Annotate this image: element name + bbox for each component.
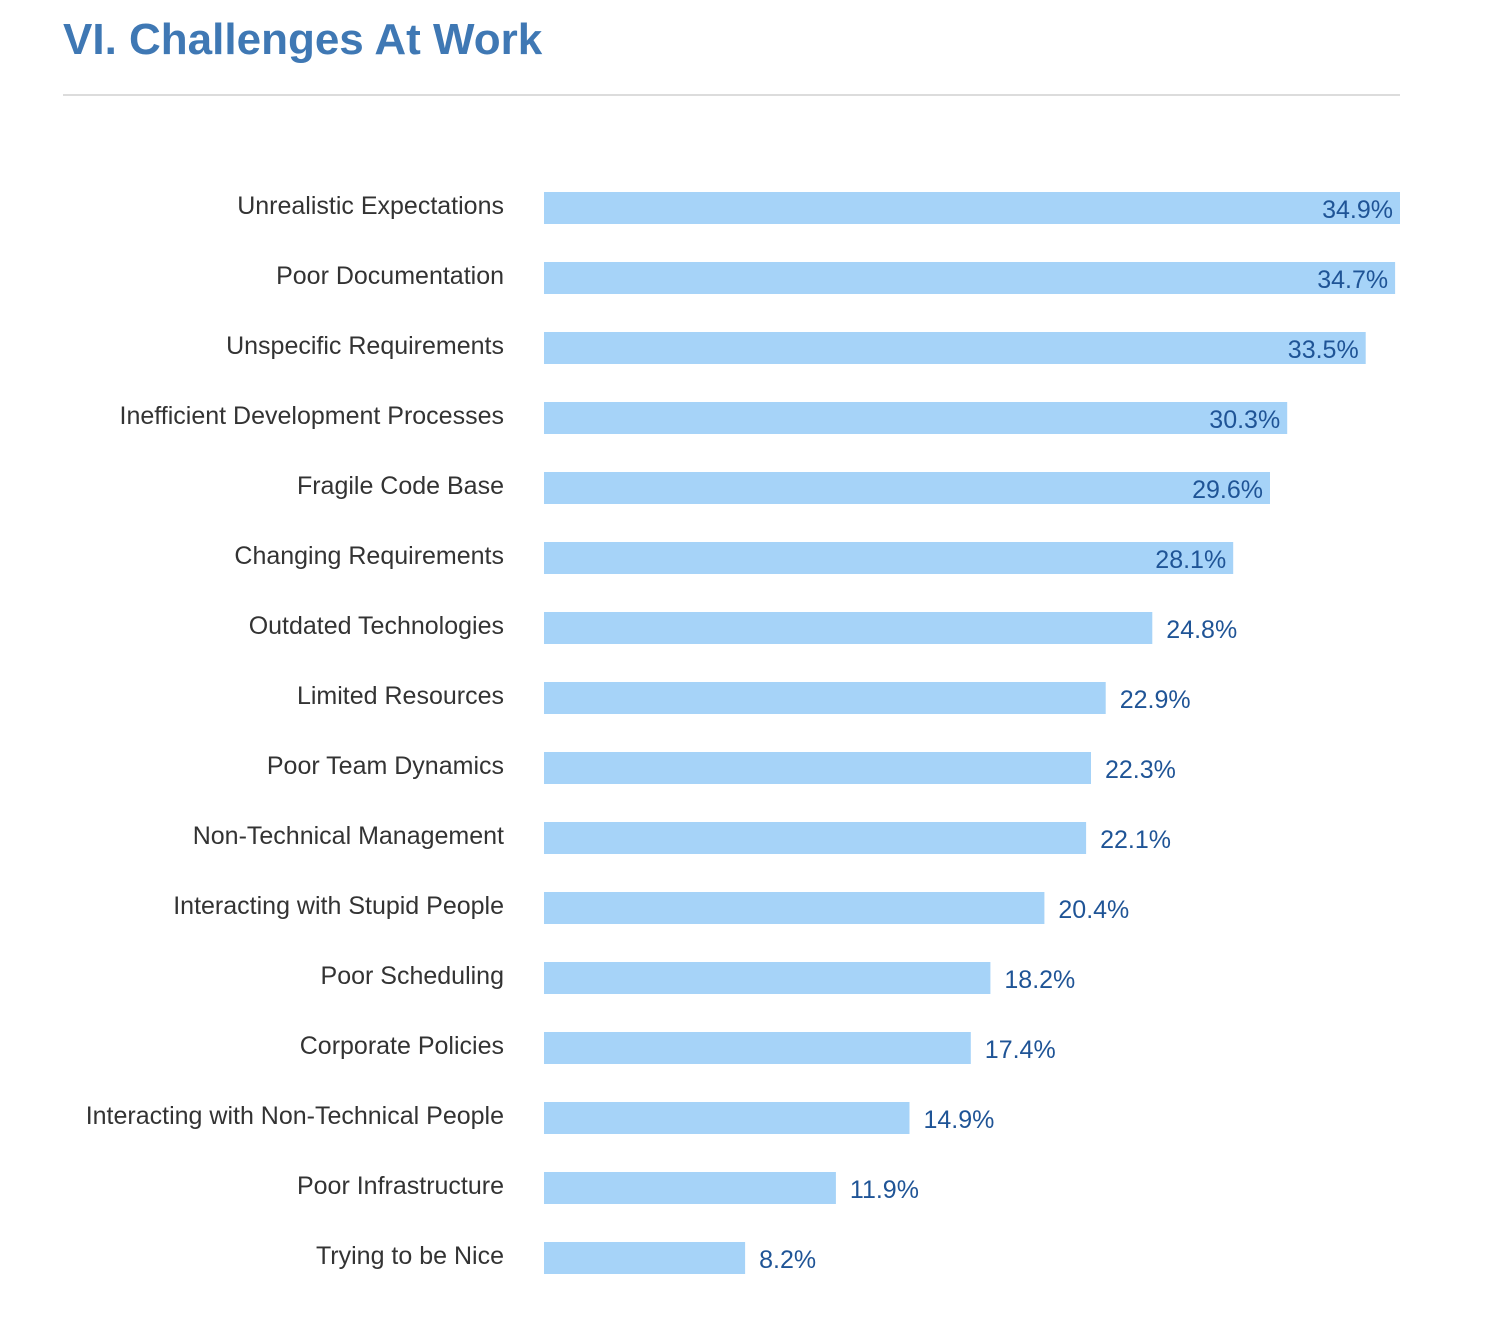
category-label-interacting-with-non-technical-people: Interacting with Non-Technical People <box>86 1102 504 1130</box>
value-label-unrealistic-expectations: 34.9% <box>1322 196 1393 224</box>
bar-unspecific-requirements <box>544 332 1366 364</box>
category-label-trying-to-be-nice: Trying to be Nice <box>316 1242 504 1270</box>
value-label-unspecific-requirements: 33.5% <box>1288 336 1359 364</box>
bar-fragile-code-base <box>544 472 1270 504</box>
bar-changing-requirements <box>544 542 1234 574</box>
value-label-non-technical-management: 22.1% <box>1100 826 1171 854</box>
bar-corporate-policies <box>544 1032 971 1064</box>
value-label-poor-documentation: 34.7% <box>1317 266 1388 294</box>
category-label-interacting-with-stupid-people: Interacting with Stupid People <box>173 892 504 920</box>
category-label-outdated-technologies: Outdated Technologies <box>249 612 504 640</box>
bar-poor-documentation <box>544 262 1396 294</box>
bar-interacting-with-stupid-people <box>544 892 1045 924</box>
category-label-inefficient-development-processes: Inefficient Development Processes <box>120 402 504 430</box>
value-label-corporate-policies: 17.4% <box>985 1036 1056 1064</box>
category-label-fragile-code-base: Fragile Code Base <box>297 472 504 500</box>
category-label-non-technical-management: Non-Technical Management <box>193 822 504 850</box>
bar-trying-to-be-nice <box>544 1242 746 1274</box>
bar-unrealistic-expectations <box>544 192 1400 224</box>
bar-poor-team-dynamics <box>544 752 1091 784</box>
value-label-limited-resources: 22.9% <box>1120 686 1191 714</box>
page-title: VI. Challenges At Work <box>63 15 543 64</box>
value-label-interacting-with-stupid-people: 20.4% <box>1058 896 1129 924</box>
value-label-poor-scheduling: 18.2% <box>1004 966 1075 994</box>
category-label-changing-requirements: Changing Requirements <box>234 542 504 570</box>
category-label-poor-documentation: Poor Documentation <box>276 262 504 290</box>
value-label-changing-requirements: 28.1% <box>1155 546 1226 574</box>
category-label-poor-team-dynamics: Poor Team Dynamics <box>267 752 504 780</box>
value-label-trying-to-be-nice: 8.2% <box>759 1246 816 1274</box>
category-label-unrealistic-expectations: Unrealistic Expectations <box>237 192 504 220</box>
bar-inefficient-development-processes <box>544 402 1288 434</box>
category-label-poor-scheduling: Poor Scheduling <box>321 962 504 990</box>
bar-non-technical-management <box>544 822 1087 854</box>
category-label-limited-resources: Limited Resources <box>297 682 504 710</box>
bar-poor-scheduling <box>544 962 991 994</box>
value-label-outdated-technologies: 24.8% <box>1166 616 1237 644</box>
value-label-fragile-code-base: 29.6% <box>1192 476 1263 504</box>
bar-poor-infrastructure <box>544 1172 836 1204</box>
value-label-interacting-with-non-technical-people: 14.9% <box>924 1106 995 1134</box>
bar-limited-resources <box>544 682 1106 714</box>
category-label-unspecific-requirements: Unspecific Requirements <box>226 332 504 360</box>
value-label-poor-infrastructure: 11.9% <box>850 1176 919 1204</box>
value-label-inefficient-development-processes: 30.3% <box>1209 406 1280 434</box>
bar-interacting-with-non-technical-people <box>544 1102 910 1134</box>
title-divider <box>63 94 1400 96</box>
value-label-poor-team-dynamics: 22.3% <box>1105 756 1176 784</box>
bar-outdated-technologies <box>544 612 1153 644</box>
category-label-corporate-policies: Corporate Policies <box>300 1032 504 1060</box>
category-label-poor-infrastructure: Poor Infrastructure <box>297 1172 504 1200</box>
